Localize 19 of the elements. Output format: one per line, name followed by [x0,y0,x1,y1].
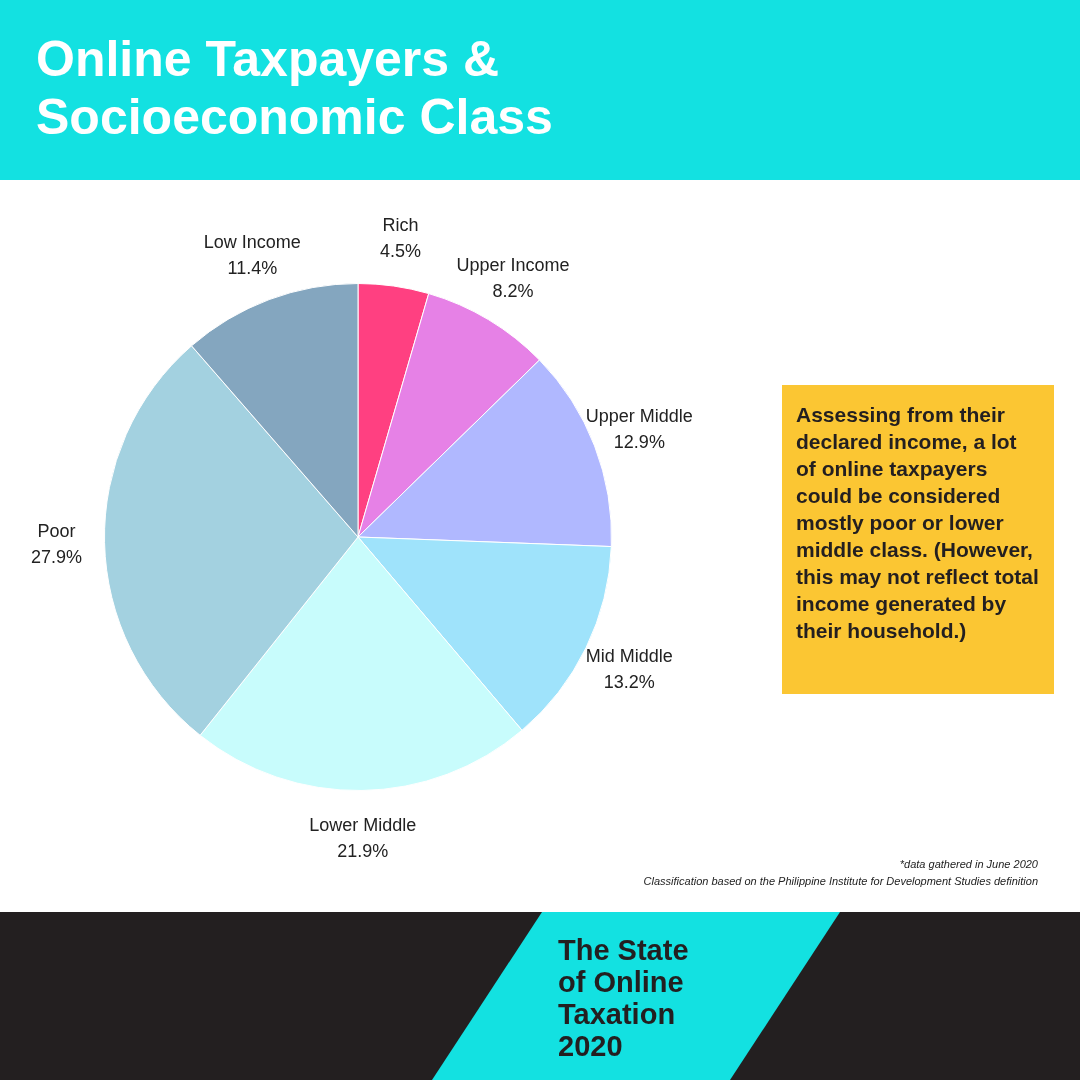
text: Assessing from their declared income, a lot of online taxpayers could be considered mostly poor or lower middle class. (However, this may not reflect total income generated by their household.) [796,403,1039,642]
data-label: 27.9% [31,546,83,567]
slice-label: Mid Middle [585,645,673,666]
slice-label: Rich [382,215,419,236]
chart-title: Online Taxpayers & Socioeconomic Class [36,30,554,146]
data-label: 11.4% [227,257,278,278]
data-label: 8.2% [492,281,534,302]
data-label: 13.2% [603,671,655,692]
slice-label: Upper Income [456,255,570,276]
data-label: 21.9% [337,841,389,862]
text: *data gathered in June 2020 [898,857,1038,872]
text: The State of Online Taxation 2020 [558,934,690,1062]
data-label: 12.9% [613,431,665,452]
slice-label: Low Income [203,231,301,252]
text: Classification based on the Philippine Institute for Development Studies definition [643,874,1038,889]
data-label: 4.5% [379,241,421,262]
slice-label: Upper Middle [585,405,693,426]
slice-label: Lower Middle [309,815,417,836]
slice-label: Poor [37,520,76,541]
